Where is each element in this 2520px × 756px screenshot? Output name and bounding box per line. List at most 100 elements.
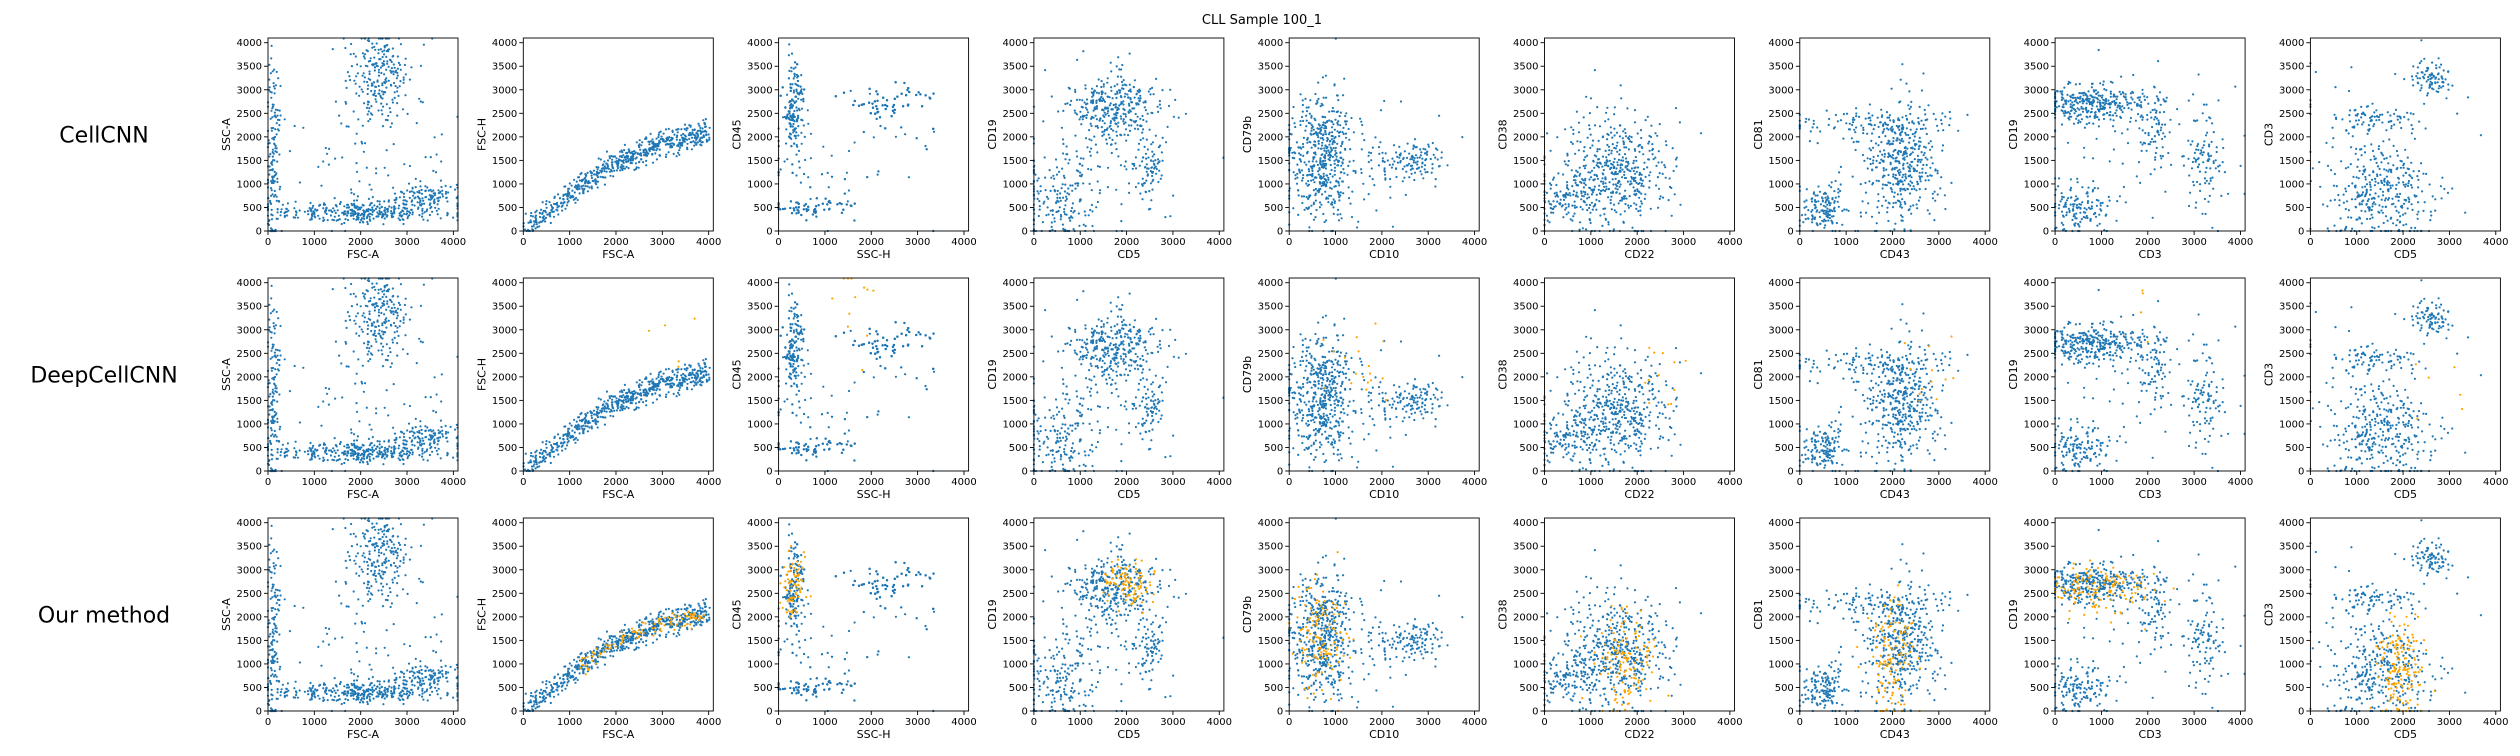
cell-point xyxy=(355,650,359,653)
cell-point xyxy=(689,365,692,368)
cell-point xyxy=(367,437,370,440)
cell-point xyxy=(557,445,561,448)
cell-point xyxy=(611,161,614,164)
cell-point xyxy=(360,140,363,143)
cell-point xyxy=(311,692,315,695)
cell-point xyxy=(649,132,652,135)
cell-point xyxy=(414,186,417,189)
cell-point xyxy=(622,645,625,648)
cell-point xyxy=(348,75,351,78)
cell-point xyxy=(703,601,706,605)
cell-point xyxy=(645,399,648,402)
cell-point xyxy=(701,607,704,610)
cell-point xyxy=(271,356,274,359)
cell-point xyxy=(658,139,661,142)
cell-point xyxy=(404,313,407,316)
cell-point xyxy=(449,665,452,669)
cell-point xyxy=(373,66,377,69)
cell-point xyxy=(283,118,286,121)
cell-point xyxy=(678,618,682,622)
cell-point xyxy=(398,85,401,88)
cell-point xyxy=(434,193,437,197)
cell-point xyxy=(351,684,354,687)
cell-point xyxy=(622,161,625,164)
cell-point xyxy=(424,636,427,639)
cell-point xyxy=(398,452,401,455)
cell-point xyxy=(544,449,547,452)
cell-point xyxy=(686,382,689,385)
cell-point xyxy=(408,196,411,199)
cell-point xyxy=(534,701,537,704)
cell-point xyxy=(352,590,355,593)
cell-point xyxy=(655,389,658,392)
cell-point xyxy=(369,537,372,540)
cell-point xyxy=(357,692,360,695)
scatter-panel: 0 1000 2000 3000 400005001000150020002500300… xyxy=(220,517,466,741)
cell-point xyxy=(563,185,566,188)
cell-point xyxy=(352,452,356,455)
cell-point xyxy=(564,673,567,676)
cell-point xyxy=(538,695,542,699)
cell-point xyxy=(384,206,387,209)
cell-point xyxy=(268,635,271,638)
cell-point xyxy=(360,692,363,696)
cell-point xyxy=(362,535,365,538)
cell-point xyxy=(402,462,405,466)
y-tick-label: 2000 xyxy=(237,372,262,383)
cell-point xyxy=(648,149,651,153)
cell-point xyxy=(353,673,356,676)
cell-point xyxy=(534,696,537,699)
cell-point xyxy=(638,641,641,644)
cell-point xyxy=(409,211,412,214)
cell-point xyxy=(369,297,372,300)
cell-point xyxy=(568,422,571,425)
cell-point xyxy=(611,401,614,404)
cell-point xyxy=(345,446,348,449)
cell-point xyxy=(692,380,695,383)
x-tick-label: 1000 xyxy=(302,477,327,488)
cell-point xyxy=(325,212,328,216)
cell-point xyxy=(576,416,580,419)
cell-point xyxy=(357,212,360,215)
cell-point xyxy=(371,46,374,49)
selected-point xyxy=(621,634,624,637)
cell-point xyxy=(642,401,645,404)
cell-point xyxy=(678,378,682,382)
cell-point xyxy=(341,636,344,639)
cell-point xyxy=(366,462,369,466)
cell-point xyxy=(381,302,384,305)
cell-point xyxy=(385,103,388,106)
cell-point xyxy=(382,703,385,706)
cell-point xyxy=(383,45,386,48)
cell-point xyxy=(440,665,443,669)
cell-point xyxy=(333,677,336,680)
cell-point xyxy=(392,666,395,669)
cell-point xyxy=(377,311,380,314)
cell-point xyxy=(563,681,566,684)
cell-point xyxy=(371,446,374,449)
cell-point xyxy=(629,159,632,162)
cell-point xyxy=(631,396,634,399)
cell-point xyxy=(373,285,376,288)
cell-point xyxy=(422,523,425,526)
cell-point xyxy=(358,208,361,211)
cell-point xyxy=(278,188,281,191)
cell-point xyxy=(404,73,407,76)
cell-point xyxy=(685,378,689,381)
cell-point xyxy=(273,135,277,139)
cell-point xyxy=(276,688,279,691)
cell-point xyxy=(273,92,276,95)
cell-point xyxy=(380,96,383,99)
cell-point xyxy=(705,613,708,616)
cell-point xyxy=(426,219,429,222)
cell-point xyxy=(800,74,803,77)
cell-point xyxy=(390,60,393,64)
cell-point xyxy=(567,680,570,683)
cell-point xyxy=(336,449,339,452)
cell-point xyxy=(609,654,612,657)
cell-point xyxy=(387,114,390,117)
cell-point xyxy=(524,452,527,455)
cell-point xyxy=(545,206,548,209)
cell-point xyxy=(653,628,656,631)
cell-point xyxy=(662,372,665,375)
